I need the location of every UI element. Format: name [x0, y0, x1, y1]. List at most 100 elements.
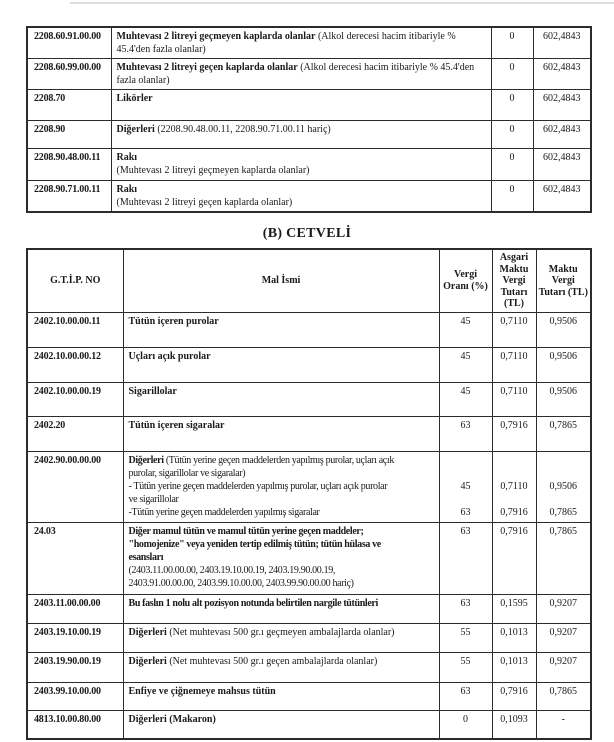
- goods-name-bold: Tütün içeren purolar: [128, 315, 219, 327]
- goods-name: Uçları açık purolar: [122, 346, 440, 383]
- goods-name-bold: Diğerleri: [128, 626, 167, 638]
- goods-name: Diğerleri (Tütün yerine geçen maddelerde…: [122, 450, 440, 523]
- scan-artifact-line: [70, 2, 614, 4]
- goods-name-line: 2403.91.00.00.00, 2403.99.10.00.00, 2403…: [128, 577, 355, 589]
- goods-name: Diğer mamul tütün ve mamul tütün yerine …: [122, 521, 440, 595]
- goods-name: Muhtevası 2 litreyi geçmeyen kaplarda ol…: [110, 26, 492, 59]
- goods-name-line: -Tütün yerine geçen maddelerden yapılmış…: [128, 506, 320, 518]
- tax-rate-value: 0: [490, 26, 534, 59]
- fixed-tax-value: 0,9506 0,7865: [535, 450, 592, 523]
- fixed-tax-value: 0,9207: [535, 622, 592, 653]
- goods-name-rest: (Alkol derecesi hacim itibariyle % 45.4'…: [116, 62, 475, 86]
- fixed-tax-value: 602,4843: [532, 148, 592, 181]
- section-title-b: (B) CETVELİ: [262, 226, 352, 241]
- table-row: 2402.10.00.00.11 Tütün içeren purolar 45…: [26, 311, 592, 348]
- min-fixed-tax-value: 0,1013: [491, 622, 537, 653]
- tax-rate-value: 55: [438, 622, 493, 653]
- goods-name-bold: Diğerleri (Makaron): [128, 713, 216, 725]
- min-fixed-tax-value: 0,7916: [491, 415, 537, 452]
- min-fixed-tax-value: 0,7916: [491, 681, 537, 711]
- table-row: 2403.99.10.00.00 Enfiye ve çiğnemeye mah…: [26, 681, 592, 711]
- tax-rate-value: 0: [438, 709, 493, 740]
- fixed-tax-value: -: [535, 709, 592, 740]
- goods-name: Enfiye ve çiğnemeye mahsus tütün: [122, 681, 440, 711]
- tax-rate-value: 45 63: [438, 450, 493, 523]
- fixed-tax-value: 0,9506: [535, 381, 592, 417]
- table-row: 24.03 Diğer mamul tütün ve mamul tütün y…: [26, 521, 592, 595]
- tax-rate-value: 0: [490, 89, 534, 121]
- tax-rate-value: 63: [438, 593, 493, 624]
- gtip-code: 2402.10.00.00.19: [26, 381, 124, 417]
- tax-rate-value: 55: [438, 651, 493, 683]
- gtip-code: 2208.60.91.00.00: [26, 26, 112, 59]
- goods-name: Sigarillolar: [122, 381, 440, 417]
- gtip-code: 2402.90.00.00.00: [26, 450, 124, 523]
- tax-rate-value: 63: [438, 415, 493, 452]
- goods-name-rest: (2208.90.48.00.11, 2208.90.71.00.11 hari…: [154, 124, 331, 135]
- table-row: 2208.90.71.00.11 Rakı (Muhtevası 2 litre…: [26, 180, 592, 213]
- goods-name-line: esansları: [128, 551, 164, 563]
- min-fixed-tax-value: 0,7110: [491, 381, 537, 417]
- goods-name-bold: Rakı: [116, 152, 138, 163]
- goods-name-line: Diğerleri (Tütün yerine geçen maddelerde…: [128, 454, 395, 466]
- goods-name: Muhtevası 2 litreyi geçen kaplarda olanl…: [110, 58, 492, 90]
- goods-name: Bu faslın 1 nolu alt pozisyon notunda be…: [122, 593, 440, 624]
- goods-name: Diğerleri (Makaron): [122, 709, 440, 740]
- goods-name-bold: Enfiye ve çiğnemeye mahsus tütün: [128, 685, 276, 697]
- goods-name-rest: (Net muhtevası 500 gr.ı geçmeyen ambalaj…: [166, 626, 395, 638]
- goods-name: Rakı (Muhtevası 2 litreyi geçmeyen kapla…: [110, 148, 492, 181]
- goods-name-bold: Muhtevası 2 litreyi geçen kaplarda olanl…: [116, 62, 298, 73]
- header-goods-name: Mal İsmi: [122, 248, 440, 313]
- goods-name-bold: Rakı: [116, 184, 138, 195]
- gtip-code: 2403.19.10.00.19: [26, 622, 124, 653]
- table-row: 2403.11.00.00.00 Bu faslın 1 nolu alt po…: [26, 593, 592, 624]
- goods-name-line: Diğer mamul tütün ve mamul tütün yerine …: [128, 525, 364, 537]
- goods-name: Diğerleri (Net muhtevası 500 gr.ı geçmey…: [122, 622, 440, 653]
- gtip-code: 2208.90.71.00.11: [26, 180, 112, 213]
- min-fixed-tax-value: 0,7916: [491, 521, 537, 595]
- gtip-code: 2403.11.00.00.00: [26, 593, 124, 624]
- tax-rate-value: 0: [490, 180, 534, 213]
- goods-name: Diğerleri (2208.90.48.00.11, 2208.90.71.…: [110, 120, 492, 149]
- goods-name-line: "homojenize" veya yeniden tertip edilmiş…: [128, 538, 382, 550]
- gtip-code: 2208.60.99.00.00: [26, 58, 112, 90]
- goods-name-note: (Muhtevası 2 litreyi geçen kaplarda olan…: [116, 197, 293, 208]
- fixed-tax-value: 602,4843: [532, 180, 592, 213]
- fixed-tax-value: 602,4843: [532, 120, 592, 149]
- fixed-tax-value: 0,7865: [535, 521, 592, 595]
- header-fixed-tax: Maktu Vergi Tutarı (TL): [535, 248, 592, 313]
- goods-name-bold: Uçları açık purolar: [128, 350, 211, 362]
- table-row: 2208.70 Likörler 0 602,4843: [26, 89, 592, 121]
- table-row: 2402.20 Tütün içeren sigaralar 63 0,7916…: [26, 415, 592, 452]
- header-min-fixed-tax: Asgari Maktu Vergi Tutarı (TL): [491, 248, 537, 313]
- goods-name-rest: (Alkol derecesi hacim itibariyle % 45.4'…: [116, 31, 456, 55]
- tax-rate-value: 63: [438, 681, 493, 711]
- goods-name: Diğerleri (Net muhtevası 500 gr.ı geçen …: [122, 651, 440, 683]
- header-gtip-no: G.T.İ.P. NO: [26, 248, 124, 313]
- min-fixed-tax-value: 0,1093: [491, 709, 537, 740]
- gtip-code: 2208.90.48.00.11: [26, 148, 112, 181]
- fixed-tax-value: 0,7865: [535, 681, 592, 711]
- tax-rate-value: 0: [490, 58, 534, 90]
- table-row: 2208.90.48.00.11 Rakı (Muhtevası 2 litre…: [26, 148, 592, 181]
- gtip-code: 24.03: [26, 521, 124, 595]
- goods-name: Tütün içeren purolar: [122, 311, 440, 348]
- gtip-code: 2402.20: [26, 415, 124, 452]
- gtip-code: 2402.10.00.00.12: [26, 346, 124, 383]
- table-header-row: G.T.İ.P. NO Mal İsmi Vergi Oranı (%) Asg…: [26, 248, 592, 313]
- goods-name-bold: Sigarillolar: [128, 385, 177, 397]
- tariff-table-a: 2208.60.91.00.00 Muhtevası 2 litreyi geç…: [26, 26, 592, 213]
- min-fixed-tax-value: 0,1013: [491, 651, 537, 683]
- gtip-code: 2402.10.00.00.11: [26, 311, 124, 348]
- fixed-tax-value: 602,4843: [532, 26, 592, 59]
- gtip-code: 2403.99.10.00.00: [26, 681, 124, 711]
- table-row: 2208.90 Diğerleri (2208.90.48.00.11, 220…: [26, 120, 592, 149]
- fixed-tax-value: 602,4843: [532, 58, 592, 90]
- goods-name-bold: Likörler: [116, 93, 153, 104]
- gtip-code: 4813.10.00.80.00: [26, 709, 124, 740]
- goods-name-bold: Bu faslın 1 nolu alt pozisyon notunda be…: [128, 597, 379, 609]
- fixed-tax-value: 0,9506: [535, 311, 592, 348]
- table-row: 2402.90.00.00.00 Diğerleri (Tütün yerine…: [26, 450, 592, 523]
- fixed-tax-value: 602,4843: [532, 89, 592, 121]
